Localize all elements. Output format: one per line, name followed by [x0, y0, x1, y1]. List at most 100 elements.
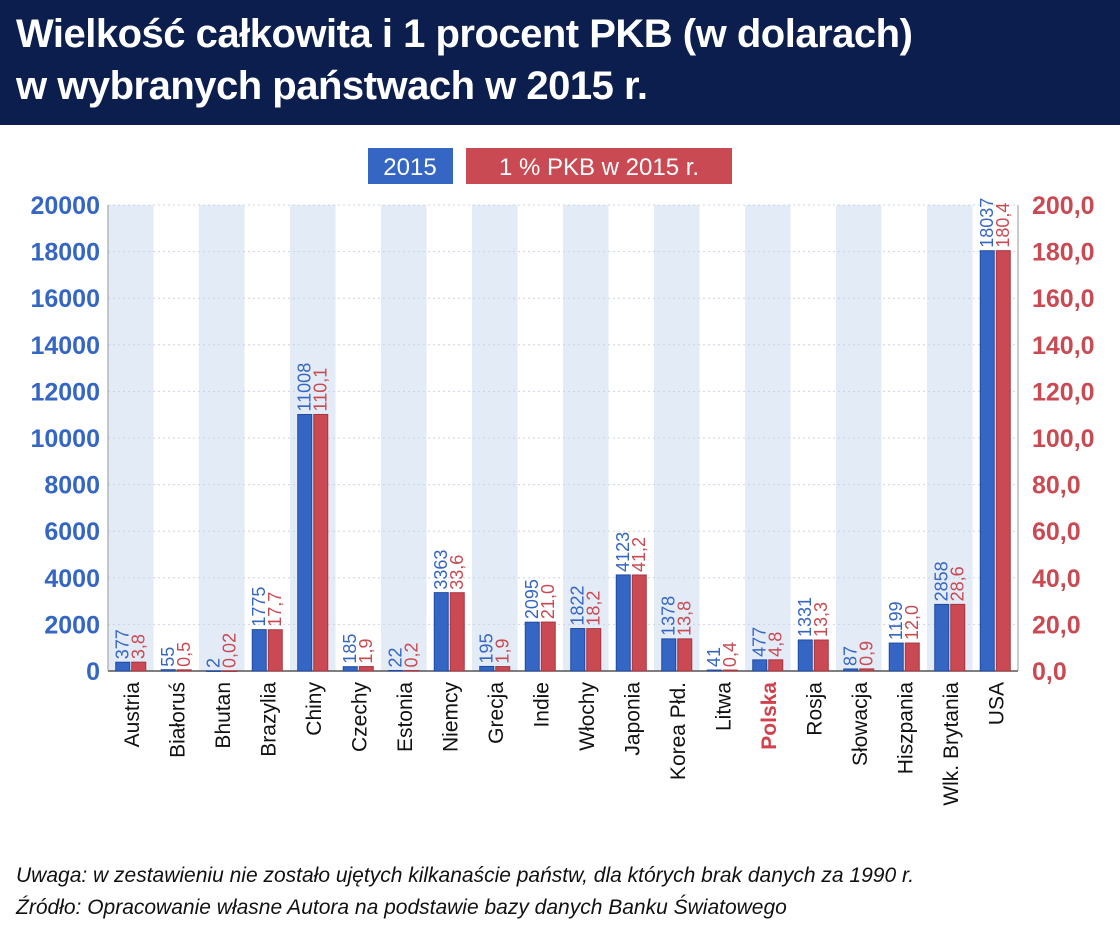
bar-pkb	[859, 668, 875, 672]
bar-pkb	[267, 629, 283, 672]
data-label-pkb: 4,8	[766, 632, 786, 657]
y-right-tick-label: 0,0	[1032, 658, 1067, 686]
data-label-pkb: 13,3	[811, 602, 831, 637]
data-label-2015: 2	[204, 658, 224, 668]
category-label: Słowacja	[849, 682, 872, 766]
bar-pkb	[950, 603, 966, 672]
bar-pkb	[176, 669, 192, 672]
category-label: Litwa	[712, 682, 735, 731]
bar-2015	[615, 574, 631, 672]
data-label-pkb: 0,2	[402, 643, 422, 668]
bar-2015	[797, 639, 813, 672]
bar-pkb	[586, 628, 602, 672]
bar-pkb	[677, 638, 693, 672]
category-label: Białoruś	[166, 682, 189, 758]
legend-label-2015: 2015	[383, 154, 436, 181]
bar-pkb	[995, 250, 1011, 672]
bar-pkb	[495, 666, 511, 672]
data-label-pkb: 18,2	[584, 591, 604, 626]
column-stripe	[244, 205, 290, 671]
data-label-2015: 1378	[659, 596, 679, 636]
data-label-pkb: 41,2	[629, 537, 649, 572]
y-right-tick-label: 40,0	[1032, 565, 1081, 593]
category-label: Włochy	[576, 682, 599, 751]
data-label-2015: 195	[477, 633, 497, 663]
data-label-2015: 477	[750, 627, 770, 657]
column-stripe	[699, 205, 745, 671]
data-label-2015: 2095	[522, 579, 542, 619]
data-label-pkb: 0,9	[857, 641, 877, 666]
bar-2015	[661, 638, 677, 672]
data-label-2015: 2858	[932, 561, 952, 601]
y-left-tick-label: 8000	[44, 472, 100, 500]
y-left-tick-label: 12000	[30, 378, 100, 406]
bar-pkb	[904, 642, 920, 672]
category-label: Chiny	[303, 682, 326, 736]
chart-title-line-2: w wybranych państwach w 2015 r.	[16, 64, 648, 108]
bar-pkb	[222, 670, 238, 672]
bar-2015	[342, 666, 358, 672]
y-right-tick-label: 200,0	[1032, 192, 1095, 220]
bar-pkb	[540, 621, 556, 672]
category-label: Wlk. Brytania	[940, 682, 963, 806]
data-label-2015: 377	[113, 629, 133, 659]
bar-2015	[843, 668, 859, 672]
bar-pkb	[358, 666, 374, 672]
y-left-tick-label: 14000	[30, 332, 100, 360]
category-label: Rosja	[803, 682, 826, 736]
bar-pkb	[813, 639, 829, 672]
bar-2015	[388, 669, 404, 672]
data-label-pkb: 28,6	[948, 566, 968, 601]
legend-swatch-2015	[368, 148, 453, 184]
bar-2015	[752, 659, 768, 672]
data-label-pkb: 12,0	[902, 605, 922, 640]
category-label: Bhutan	[212, 682, 235, 749]
data-label-2015: 22	[386, 647, 406, 667]
bar-chart: 0 0,0 2000 20,0 4000 40,0 6000 60,0 8000 80,0 1000…	[30, 148, 1095, 806]
column-stripe	[745, 205, 791, 671]
category-label: Polska	[758, 682, 781, 750]
legend-label-pkb: 1 % PKB w 2015 r.	[499, 154, 699, 181]
data-label-pkb: 17,7	[265, 592, 285, 627]
data-label-pkb: 110,1	[311, 368, 331, 412]
category-label: Grecja	[485, 682, 508, 744]
data-label-2015: 185	[340, 634, 360, 664]
column-stripe	[153, 205, 199, 671]
data-label-2015: 3363	[431, 550, 451, 590]
data-label-2015: 87	[841, 646, 861, 666]
data-label-2015: 55	[158, 647, 178, 667]
bar-2015	[934, 603, 950, 672]
category-label: Indie	[530, 682, 553, 728]
bar-pkb	[631, 574, 647, 672]
bar-2015	[888, 642, 904, 672]
bar-2015	[979, 250, 995, 672]
data-label-2015: 1331	[795, 597, 815, 637]
bar-pkb	[131, 661, 147, 672]
bar-2015	[570, 628, 586, 672]
data-label-2015: 1199	[886, 601, 906, 640]
bar-2015	[206, 670, 222, 672]
bar-2015	[706, 669, 722, 672]
data-label-2015: 1775	[249, 587, 269, 627]
data-label-pkb: 13,8	[675, 601, 695, 636]
data-label-2015: 4123	[613, 532, 633, 572]
footer-source: Źródło: Opracowanie własne Autora na pod…	[16, 896, 787, 919]
data-label-2015: 41	[704, 647, 724, 667]
category-label: Hiszpania	[894, 682, 917, 775]
y-right-tick-label: 160,0	[1032, 285, 1095, 313]
y-right-tick-label: 100,0	[1032, 425, 1095, 453]
data-label-pkb: 21,0	[538, 584, 558, 619]
data-label-pkb: 0,4	[720, 642, 740, 667]
category-label: USA	[985, 682, 1008, 725]
category-label: Japonia	[621, 682, 644, 756]
column-stripe	[199, 205, 245, 671]
category-label: Czechy	[348, 682, 371, 753]
data-label-pkb: 180,4	[993, 203, 1013, 248]
column-stripe	[654, 205, 700, 671]
data-label-pkb: 33,6	[447, 555, 467, 590]
y-left-tick-label: 18000	[30, 239, 100, 267]
category-label: Korea Płd.	[667, 682, 690, 780]
y-left-tick-label: 20000	[30, 192, 100, 220]
bar-2015	[251, 629, 267, 672]
data-label-pkb: 3,8	[129, 634, 149, 659]
